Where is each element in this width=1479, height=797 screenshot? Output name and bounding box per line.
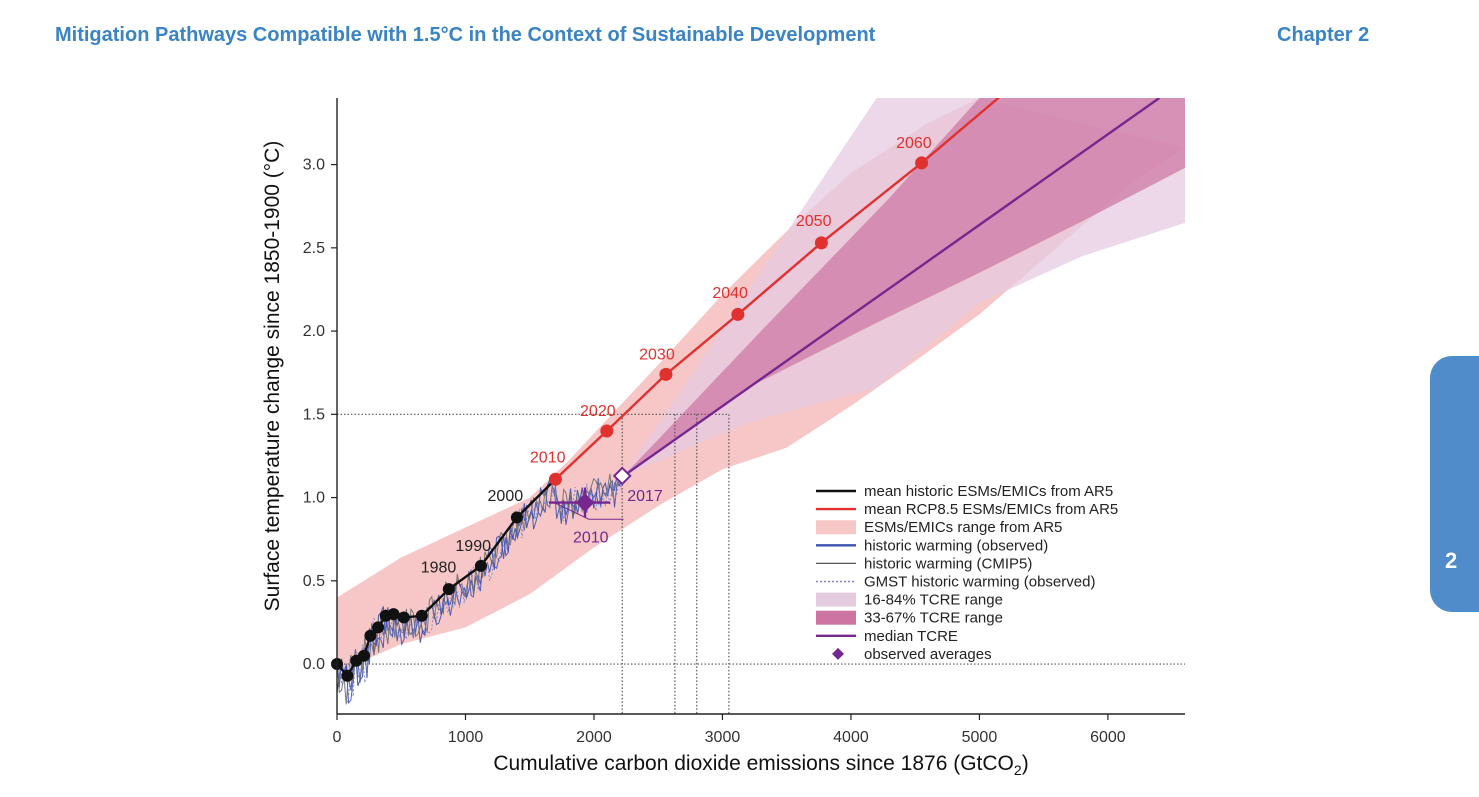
historic-point-8 (397, 611, 410, 624)
decade-label-2050: 2050 (796, 213, 832, 230)
historic-point-11 (474, 559, 487, 572)
legend-label-5: GMST historic warming (observed) (864, 574, 1095, 591)
y-tick-label-2: 1.0 (303, 490, 325, 507)
historic-point-3 (357, 649, 370, 662)
decade-label-2020: 2020 (580, 403, 616, 420)
legend-label-9: observed averages (864, 646, 992, 663)
decade-labels: 2010 2017 1980 1990 2000 2010 2020 2030 2040 2050… (421, 135, 932, 577)
x-tick-label-4: 4000 (833, 729, 869, 746)
y-tick-label-6: 3.0 (303, 157, 325, 174)
historic-point-5 (372, 621, 385, 634)
chapter-side-tab-number: 2 (1445, 548, 1458, 573)
y-tick-label-3: 1.5 (303, 406, 325, 423)
legend-label-6: 16-84% TCRE range (864, 592, 1003, 609)
page-header-chapter: Chapter 2 (1277, 24, 1370, 46)
legend-label-0: mean historic ESMs/EMICs from AR5 (864, 483, 1113, 500)
legend-label-1: mean RCP8.5 ESMs/EMICs from AR5 (864, 501, 1118, 518)
uncertainty-bands (337, 98, 1185, 673)
gmst-observed-line (337, 475, 622, 705)
decade-label-1990: 1990 (455, 538, 491, 555)
legend-label-2: ESMs/EMICs range from AR5 (864, 519, 1062, 536)
legend-swatch-7 (816, 610, 856, 625)
historic-point-10 (442, 583, 455, 596)
decade-label-2000: 2000 (488, 488, 524, 505)
rcp85-point-0 (548, 472, 562, 486)
observed-range-line (553, 502, 624, 520)
legend-swatch-2 (816, 520, 856, 535)
observed-average-2010 (575, 493, 595, 512)
axes: 0 1000 2000 3000 4000 5000 6000 0.0 0.5 1.0 1.5 2.0… (261, 98, 1185, 778)
x-tick-label-2: 2000 (576, 729, 612, 746)
legend-swatch-9 (832, 647, 844, 660)
historic-point-4 (364, 629, 377, 642)
decade-label-1980: 1980 (421, 559, 457, 576)
x-tick-label-6: 6000 (1090, 729, 1126, 746)
legend-label-3: historic warming (observed) (864, 537, 1048, 554)
legend-swatch-6 (816, 592, 856, 607)
x-tick-label-0: 0 (333, 729, 342, 746)
chapter-side-tab[interactable] (1430, 356, 1479, 612)
observed-average-label-2010: 2010 (573, 530, 609, 547)
decade-label-2030: 2030 (639, 346, 675, 363)
decade-label-2060: 2060 (896, 135, 932, 152)
rcp85-point-5 (915, 156, 929, 170)
median-tcre-line (622, 98, 1160, 477)
observed-average-label-2017: 2017 (627, 488, 663, 505)
historic-point-12 (510, 511, 523, 524)
y-axis-label: Surface temperature change since 1850-19… (261, 141, 284, 612)
legend-label-7: 33-67% TCRE range (864, 610, 1003, 627)
observed-average-2017 (612, 466, 632, 486)
y-tick-label-4: 2.0 (303, 323, 325, 340)
legend-label-8: median TCRE (864, 628, 958, 645)
reference-lines (337, 413, 1185, 714)
page-header-title: Mitigation Pathways Compatible with 1.5°… (55, 24, 876, 46)
decade-label-2010: 2010 (530, 450, 566, 467)
decade-label-2040: 2040 (712, 285, 748, 302)
rcp85-point-4 (814, 236, 828, 250)
legend-label-4: historic warming (CMIP5) (864, 555, 1032, 572)
historic-point-9 (415, 609, 428, 622)
x-tick-label-5: 5000 (962, 729, 998, 746)
y-tick-label-0: 0.0 (303, 656, 325, 673)
series-points (331, 156, 929, 682)
x-axis-label: Cumulative carbon dioxide emissions sinc… (493, 752, 1028, 778)
rcp85-point-3 (731, 307, 745, 321)
rcp85-point-1 (600, 424, 614, 438)
historic-point-7 (387, 608, 400, 621)
y-tick-label-1: 0.5 (303, 573, 325, 590)
y-tick-label-5: 2.5 (303, 240, 325, 257)
x-tick-label-1: 1000 (448, 729, 484, 746)
rcp85-point-2 (659, 367, 673, 381)
tcre-33-67-band (623, 98, 1185, 476)
historic-observed-line-b (337, 479, 622, 705)
historic-point-1 (341, 669, 354, 682)
x-tick-label-3: 3000 (705, 729, 741, 746)
